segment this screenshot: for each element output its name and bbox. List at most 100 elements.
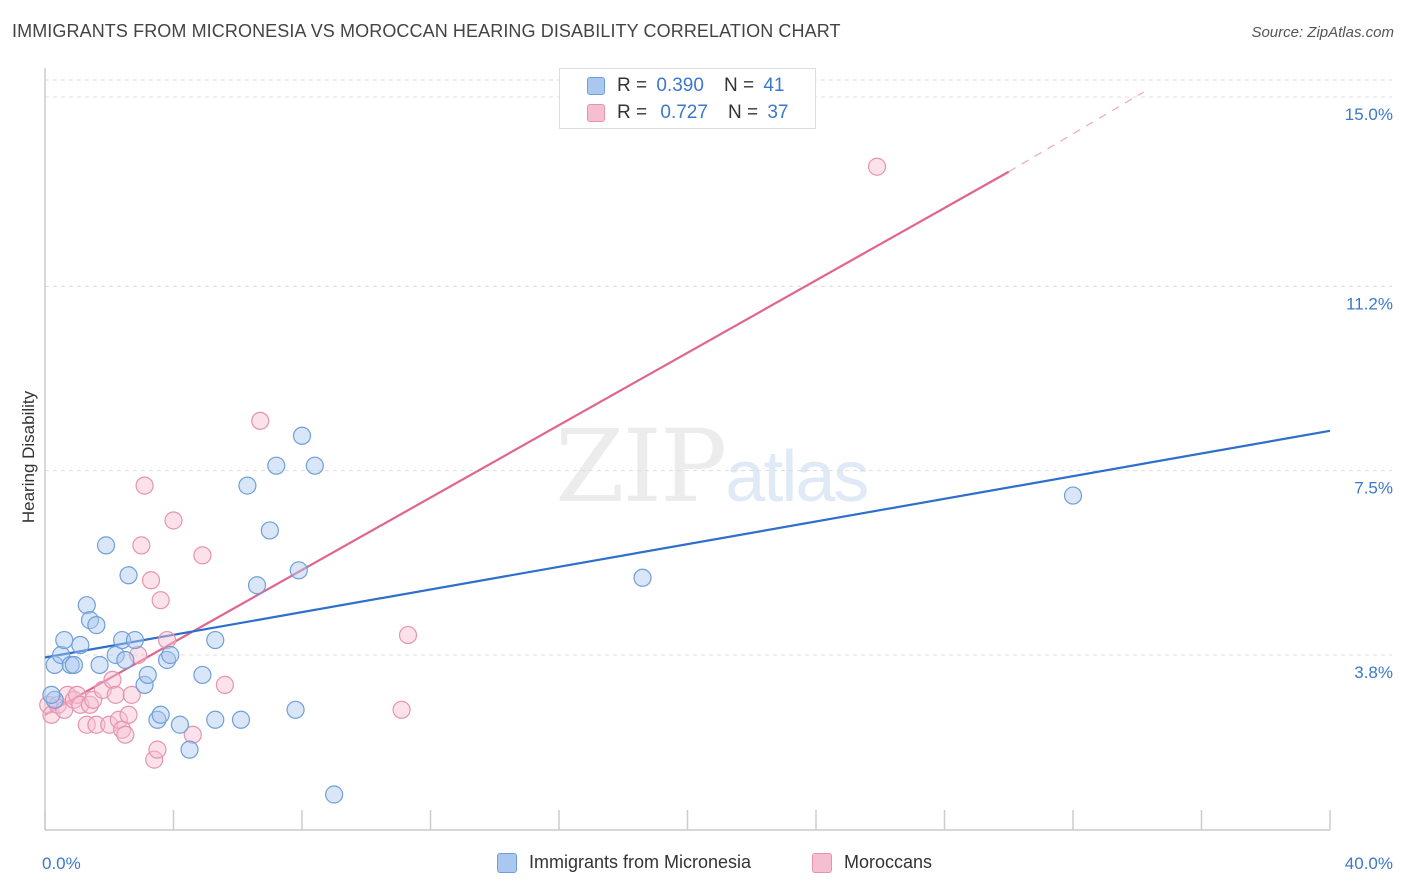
point-micronesia-19: [148, 710, 167, 729]
point-moroccans-8: [77, 715, 96, 734]
r-value-moroccans: 0.727: [660, 102, 708, 123]
point-micronesia-28: [231, 710, 251, 729]
trend-line-micronesia: [44, 429, 1331, 659]
point-micronesia-1: [45, 655, 64, 675]
point-moroccans-27: [151, 591, 170, 610]
point-micronesia-11: [96, 536, 116, 555]
watermark: ZIPatlas: [555, 408, 869, 525]
n-value-micronesia: 41: [763, 75, 785, 96]
trend-lines: [44, 91, 1331, 716]
point-micronesia-13: [112, 630, 132, 650]
legend-label-moroccans: Moroccans: [844, 852, 933, 872]
point-micronesia-16: [125, 630, 145, 650]
legend-swatch-moroccans: [812, 852, 832, 873]
point-micronesia-38: [633, 568, 652, 587]
point-micronesia-17: [135, 675, 154, 694]
point-moroccans-26: [148, 740, 167, 759]
point-micronesia-29: [238, 476, 257, 495]
point-micronesia-9: [87, 616, 106, 635]
point-moroccans-25: [145, 750, 164, 769]
point-micronesia-32: [267, 456, 286, 475]
r-label: R =: [617, 102, 648, 123]
point-moroccans-22: [132, 536, 151, 555]
point-moroccans-28: [157, 630, 177, 650]
point-micronesia-20: [151, 705, 170, 724]
r-value-micronesia: 0.390: [656, 75, 704, 96]
point-moroccans-14: [103, 670, 122, 690]
point-moroccans-10: [84, 690, 103, 709]
point-micronesia-25: [193, 665, 212, 685]
point-moroccans-33: [251, 411, 270, 430]
point-micronesia-5: [64, 655, 84, 675]
point-micronesia-22: [161, 645, 180, 665]
tick-labels: 3.8% 7.5% 11.2% 15.0% 0.0% 40.0%: [42, 105, 1393, 873]
point-moroccans-35: [398, 625, 418, 645]
point-moroccans-32: [215, 675, 234, 694]
point-micronesia-24: [180, 740, 199, 759]
source-label: Source: ZipAtlas.com: [1251, 24, 1394, 41]
legend-row-moroccans: R = 0.727 N = 37: [587, 102, 788, 124]
legend-stats: R = 0.390 N = 41 R = 0.727 N = 37: [559, 68, 816, 129]
point-moroccans-36: [867, 157, 887, 176]
legend-swatch-micronesia: [497, 852, 517, 873]
point-micronesia-15: [119, 566, 138, 585]
point-micronesia-37: [325, 785, 344, 804]
legend-label-micronesia: Immigrants from Micronesia: [529, 852, 752, 872]
point-moroccans-16: [109, 710, 128, 729]
point-moroccans-23: [135, 476, 154, 495]
point-moroccans-29: [164, 511, 183, 530]
watermark-atlas: atlas: [725, 437, 869, 517]
axes: [44, 68, 1331, 831]
point-micronesia-39: [1063, 486, 1083, 505]
point-moroccans-24: [141, 571, 161, 590]
point-micronesia-2: [51, 645, 71, 665]
y-tick-label-15.0: 15.0%: [1345, 105, 1393, 124]
x-tick-label-min: 0.0%: [42, 854, 81, 873]
legend-item-micronesia: Immigrants from Micronesia: [497, 852, 751, 873]
point-micronesia-30: [247, 576, 267, 595]
point-micronesia-26: [206, 630, 225, 650]
point-micronesia-23: [170, 715, 190, 734]
legend-row-micronesia: R = 0.390 N = 41: [587, 75, 784, 97]
point-micronesia-7: [77, 596, 96, 615]
chart-title: IMMIGRANTS FROM MICRONESIA VS MOROCCAN H…: [12, 21, 841, 41]
legend-swatch-micronesia: [587, 77, 605, 95]
r-label: R =: [617, 75, 648, 96]
point-micronesia-27: [206, 710, 225, 729]
point-moroccans-31: [193, 546, 212, 565]
point-micronesia-40: [42, 685, 61, 704]
grid: [45, 79, 1392, 656]
point-micronesia-31: [260, 521, 279, 540]
trend-line-moroccans-extension: [1008, 91, 1145, 173]
point-micronesia-33: [286, 700, 305, 719]
point-moroccans-18: [116, 725, 135, 744]
point-moroccans-34: [392, 700, 411, 719]
legend-swatch-moroccans: [587, 104, 605, 122]
n-label: N =: [723, 75, 755, 96]
watermark-zip: ZIP: [555, 408, 727, 525]
legend-item-moroccans: Moroccans: [812, 852, 932, 873]
point-micronesia-18: [138, 665, 157, 685]
trend-line-moroccans: [44, 170, 1010, 716]
x-tick-label-max: 40.0%: [1345, 854, 1393, 873]
point-micronesia-6: [71, 635, 90, 655]
point-micronesia-12: [106, 645, 125, 665]
legend-series: Immigrants from Micronesia Moroccans: [0, 852, 1406, 876]
point-micronesia-14: [116, 650, 135, 670]
point-moroccans-30: [183, 725, 202, 744]
point-moroccans-15: [106, 685, 125, 704]
point-micronesia-34: [289, 561, 308, 580]
y-tick-label-7.5: 7.5%: [1354, 479, 1393, 498]
y-tick-label-3.8: 3.8%: [1354, 663, 1393, 682]
point-micronesia-3: [55, 630, 74, 650]
n-value-moroccans: 37: [767, 102, 789, 123]
point-micronesia-21: [157, 650, 177, 670]
y-tick-label-11.2: 11.2%: [1346, 294, 1393, 313]
point-micronesia-10: [90, 655, 109, 675]
point-micronesia-36: [305, 456, 324, 475]
n-label: N =: [727, 102, 759, 123]
point-moroccans-17: [112, 720, 132, 739]
point-micronesia-0: [45, 690, 64, 709]
point-moroccans-11: [87, 715, 106, 734]
